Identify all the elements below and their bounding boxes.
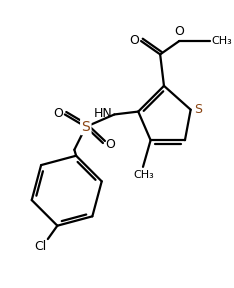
- Text: Cl: Cl: [35, 240, 47, 253]
- Text: O: O: [53, 107, 63, 120]
- Text: HN: HN: [94, 107, 113, 120]
- Text: O: O: [174, 25, 184, 38]
- Text: O: O: [129, 34, 139, 47]
- Text: O: O: [105, 137, 115, 151]
- Text: S: S: [81, 120, 90, 134]
- Text: CH₃: CH₃: [212, 36, 232, 46]
- Text: S: S: [194, 103, 202, 116]
- Text: CH₃: CH₃: [134, 170, 154, 180]
